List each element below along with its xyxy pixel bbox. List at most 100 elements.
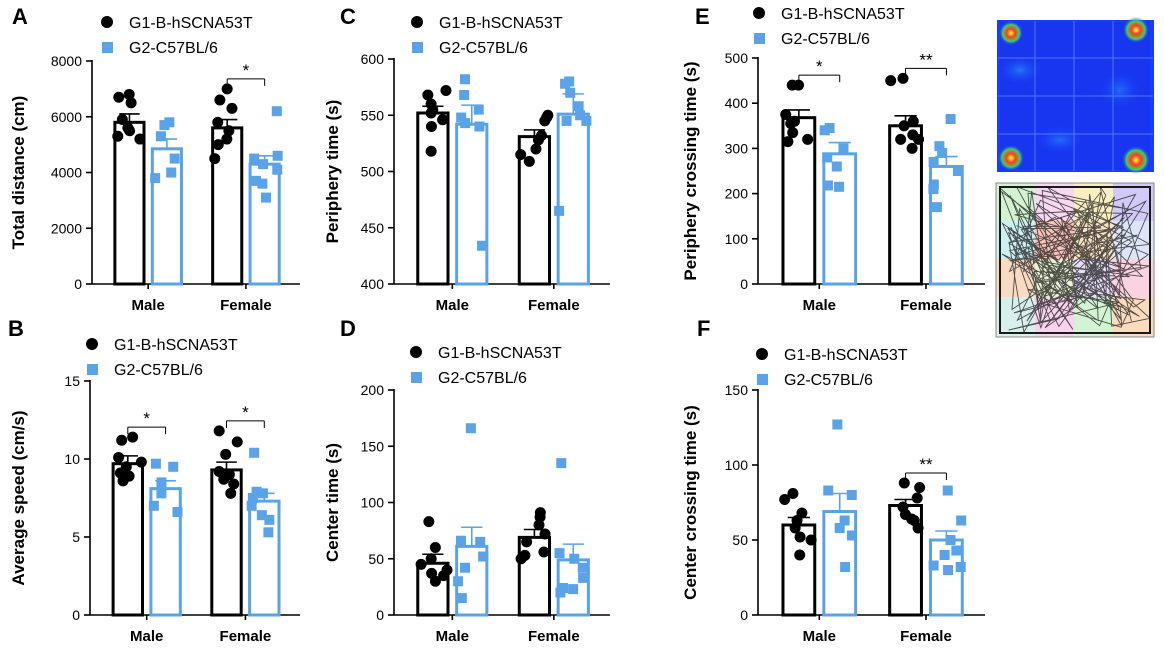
x-tick-label: Male [803,628,836,645]
trajectory-icon [995,182,1155,338]
data-point [148,500,159,511]
data-point [840,562,851,572]
legend-label-1: G1-B-hSCNA53T [784,347,908,364]
legend-label-1: G1-B-hSCNA53T [781,6,905,23]
data-point [246,500,257,511]
legend-label-1: G1-B-hSCNA53T [129,15,253,32]
data-point [898,477,910,489]
data-point [937,147,948,158]
data-point [952,166,963,176]
data-point [116,434,128,446]
data-point [150,458,161,469]
data-point [438,570,450,582]
data-point [272,164,283,175]
legend-marker-2 [757,374,768,385]
legend-label-2: G2-C57BL/6 [129,40,218,57]
data-point [249,153,260,164]
panel-letter: A [12,4,28,29]
data-point [223,125,235,137]
data-point [782,136,794,148]
legend-label-2: G2-C57BL/6 [439,40,528,57]
data-point [257,488,268,499]
data-point [839,515,850,526]
panel-letter: E [695,4,710,29]
legend-marker-1 [753,7,765,19]
data-point [459,90,470,100]
data-point [113,451,125,463]
data-point [214,94,226,106]
bar-male-1 [113,120,146,286]
data-point [928,184,939,195]
data-point [793,79,805,91]
significance-label: * [143,409,150,428]
data-point [554,205,565,216]
heatmap-icon [997,17,1154,174]
y-axis-title: Periphery time (s) [323,100,342,244]
legend: G1-B-hSCNA53T G2-C57BL/6 [410,345,562,387]
data-point [117,475,129,487]
data-point [832,419,843,430]
y-tick-label: 8000 [51,53,82,69]
significance-bracket: ** [905,50,947,76]
charts-layer: A G1-B-hSCNA53TG2-C57BL/60200040006000800… [8,4,985,645]
data-point [834,523,845,533]
data-point [575,110,586,121]
data-point [928,560,939,571]
y-tick-label: 500 [725,50,749,66]
data-point [251,175,262,186]
data-point [422,89,434,101]
data-point [556,458,567,469]
data-point [209,153,221,165]
y-tick-label: 0 [72,607,80,623]
data-point [251,486,262,497]
legend: G1-B-hSCNA53T G2-C57BL/6 [411,15,563,57]
data-point [911,492,923,504]
data-point [257,178,268,189]
significance-label: * [243,61,250,80]
panel-letter: C [340,4,356,29]
data-point [945,114,956,125]
bar-male-2 [455,122,489,286]
data-point [578,572,589,583]
data-point [787,488,799,499]
trajectory-perimeter [999,186,1151,334]
data-point [581,115,592,126]
data-point [532,134,544,146]
data-point [955,562,966,572]
panel-f: F G1-B-hSCNA53T G2-C57BL/6 0 50 100 150 Center … [681,316,985,645]
data-point [168,461,179,472]
y-tick-label: 450 [361,220,385,236]
data-point [823,485,834,496]
data-point [942,485,953,496]
data-point [271,106,282,117]
data-point [127,431,139,443]
legend-marker-1 [410,346,422,358]
y-tick-label: 50 [368,551,384,567]
data-point [554,548,565,559]
data-point [560,78,571,89]
data-point [263,527,274,538]
y-axis-title: Average speed (cm/s) [9,410,28,585]
y-tick-label: 0 [740,607,748,623]
data-point [228,478,240,490]
data-point [906,142,918,154]
data-point [437,114,449,126]
data-point [135,456,147,468]
y-tick-label: 200 [725,186,749,202]
data-point [112,130,124,142]
y-tick-label: 4000 [51,165,82,181]
y-axis-title: Center crossing time (s) [681,405,700,600]
panel-a: A G1-B-hSCNA53T G2-C57BL/6 0 2000 4000 6000 800… [9,4,300,314]
y-axis-title: Total distance (cm) [9,96,28,250]
data-point [166,167,177,178]
data-point [465,423,476,434]
y-tick-label: 600 [361,51,385,67]
y-tick-label: 0 [376,607,384,623]
y-tick-label: 0 [74,276,82,292]
data-point [220,448,232,460]
x-tick-label: Female [900,628,952,645]
data-point [945,535,956,545]
data-point [125,97,137,109]
data-point [475,536,486,547]
